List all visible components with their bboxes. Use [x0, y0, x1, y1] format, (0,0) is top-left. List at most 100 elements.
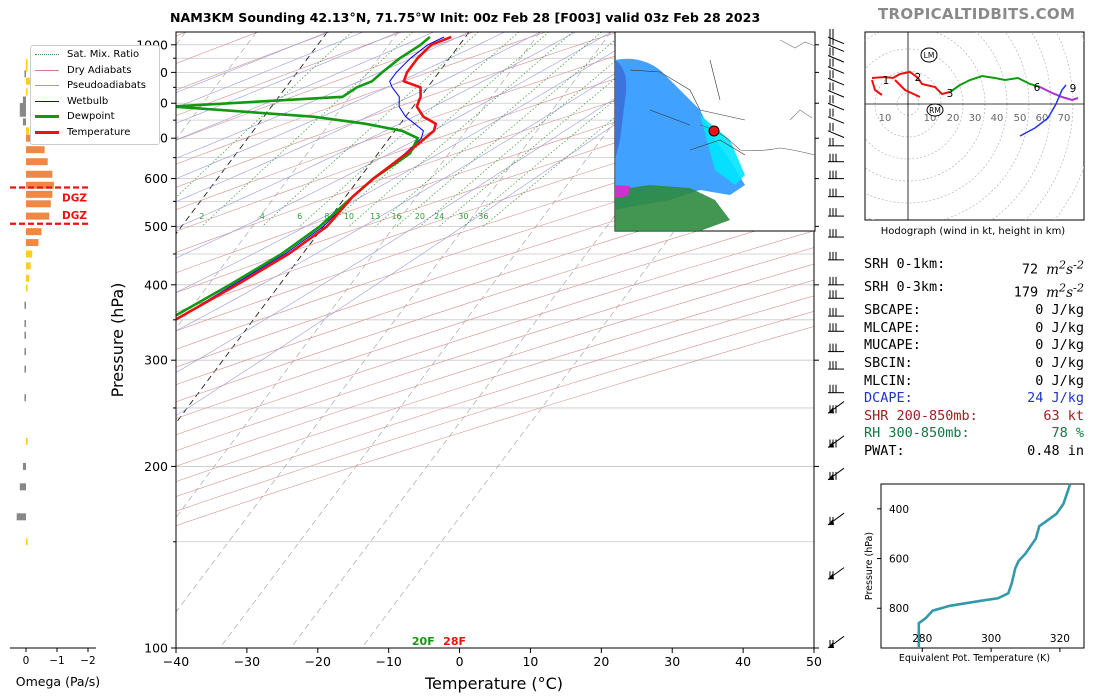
wind-barb	[828, 343, 844, 353]
hodograph-caption: Hodograph (wind in kt, height in km)	[881, 226, 1066, 237]
omega-bar	[19, 103, 26, 111]
legend-item: Dry Adiabats	[35, 65, 131, 76]
omega-bar	[24, 331, 26, 339]
pseudoadiabat	[176, 32, 647, 293]
dry-adiabat	[176, 230, 814, 436]
omega-bar	[26, 64, 28, 72]
inset-map	[614, 31, 816, 232]
mixing-ratio-label: 4	[260, 212, 265, 221]
x-tick-label: 30	[664, 654, 680, 669]
hodograph-ring-label: 20	[947, 113, 960, 124]
omega-panel: DGZ DGZ 0 −1 −2 Omega (Pa/s)	[10, 58, 100, 689]
mixing-ratio-label: 20	[415, 212, 425, 221]
x-tick-label: −40	[163, 654, 189, 669]
dry-adiabat	[176, 295, 814, 497]
mixing-ratio-label: 36	[478, 212, 488, 221]
index-value: 0 J/kg	[1035, 372, 1084, 389]
omega-bar	[26, 284, 28, 292]
index-row: MLCAPE: 0 J/kg	[864, 320, 1084, 338]
mixing-ratio-line	[176, 32, 353, 198]
mixing-ratio-line	[326, 32, 550, 227]
omega-bar	[26, 58, 28, 66]
wind-barb	[828, 153, 844, 163]
theta-e-panel: 280 300 320 400 600 800 Pressure (hPa) Equivale…	[864, 483, 1085, 664]
index-value: 0 J/kg	[1035, 354, 1084, 371]
omega-bar	[24, 394, 26, 402]
dry-adiabat	[176, 32, 546, 165]
omega-bar	[24, 301, 26, 309]
hodograph-height-mark: 2	[915, 72, 922, 84]
legend-item: Dewpoint	[35, 111, 115, 122]
profile-lines: 28F 20F	[176, 35, 466, 648]
pseudoadiabat	[176, 32, 363, 108]
x-tick-label: 50	[806, 654, 822, 669]
wind-barb	[828, 229, 844, 238]
legend: Sat. Mix. Ratio Dry Adiabats Pseudoadiabat…	[30, 45, 160, 145]
hodograph-segment-red-extra	[871, 79, 921, 98]
omega-bar	[26, 262, 31, 270]
wind-barb	[827, 58, 845, 74]
index-value: 0 J/kg	[1035, 337, 1084, 354]
mixing-ratio-line	[299, 32, 520, 227]
index-row: SRH 0-1km: 72 m2s-2	[864, 256, 1084, 279]
index-label: MLCAPE:	[864, 319, 921, 336]
theta-e-y-tick-label: 800	[889, 603, 909, 615]
sounding-indices: SRH 0-1km: 72 m2s-2 SRH 0-3km: 179 m2s-2 SBCAP…	[864, 256, 1084, 461]
omega-bar	[26, 250, 33, 258]
omega-bar	[24, 70, 26, 78]
omega-bar	[24, 348, 26, 356]
mixing-ratio-line	[261, 32, 479, 227]
theta-e-x-tick-label: 280	[912, 633, 932, 645]
theta-e-x-tick-label: 320	[1050, 633, 1070, 645]
isotherm	[176, 32, 470, 424]
index-label: MLCIN:	[864, 372, 913, 389]
x-tick-label: 0	[456, 654, 464, 669]
mixing-ratio-line	[375, 32, 602, 227]
y-tick-label: 400	[144, 277, 168, 292]
chart-title: NAM3KM Sounding 42.13°N, 71.75°W Init: 0…	[170, 10, 761, 25]
dry-adiabat	[176, 80, 814, 294]
hodograph: 10 10 20 30 40 50 60 70 1 2 3 6 9 LM RM Hodograph (wi…	[864, 31, 1085, 237]
wind-barb	[827, 70, 845, 86]
legend-item: Sat. Mix. Ratio	[35, 49, 139, 60]
skewt-frame	[175, 31, 815, 649]
isotherm	[219, 32, 683, 648]
hodograph-ring-label: 70	[1058, 113, 1071, 124]
omega-bar	[26, 538, 28, 546]
surface-temperature-label: 28F	[443, 635, 466, 648]
index-value: 0 J/kg	[1035, 302, 1084, 319]
dry-adiabat	[176, 195, 814, 403]
wind-barb	[828, 361, 844, 370]
legend-label: Dewpoint	[67, 111, 115, 122]
left-mover-marker	[920, 47, 938, 63]
dry-adiabat	[176, 32, 474, 141]
hodograph-ring-label: 10	[879, 113, 892, 124]
omega-bar	[19, 483, 26, 491]
omega-bar	[22, 118, 26, 126]
mixing-ratio-label: 24	[434, 212, 444, 221]
mixing-ratio-label: 8	[325, 212, 330, 221]
pseudoadiabat	[176, 32, 541, 202]
wind-barb	[827, 29, 845, 45]
y-tick-label: 300	[144, 353, 168, 368]
wind-barb	[828, 188, 844, 198]
theta-e-y-tick-label: 600	[889, 554, 909, 566]
mixing-ratio-label: 6	[297, 212, 302, 221]
right-mover-marker	[926, 103, 944, 117]
left-mover-label: LM	[924, 51, 935, 60]
pseudoadiabat	[176, 32, 612, 259]
omega-bar	[26, 274, 30, 282]
mixing-ratio-line	[396, 32, 625, 227]
wind-barb	[827, 435, 845, 448]
legend-swatch	[35, 130, 59, 134]
legend-item: Pseudoadiabats	[35, 80, 146, 91]
pseudoadiabat	[176, 32, 576, 229]
pseudoadiabat	[176, 32, 399, 124]
omega-bar	[26, 200, 51, 208]
omega-bar	[26, 181, 54, 189]
hodograph-ring-label: 50	[1014, 113, 1027, 124]
omega-bar	[19, 109, 26, 117]
legend-item: Temperature	[35, 127, 130, 138]
omega-bar	[26, 158, 48, 166]
